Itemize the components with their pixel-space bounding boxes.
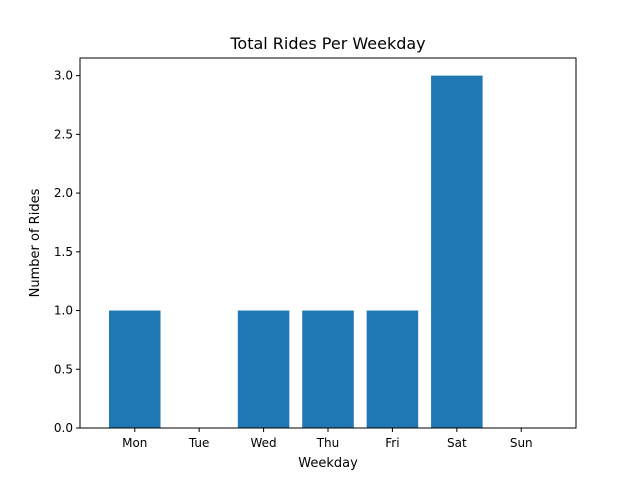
y-tick-label: 1.5	[54, 245, 73, 259]
y-tick-label: 2.0	[54, 186, 73, 200]
y-tick-label: 0.5	[54, 362, 73, 376]
x-tick-label-sat: Sat	[447, 436, 467, 450]
y-axis-label: Number of Rides	[28, 188, 43, 297]
x-tick-label-fri: Fri	[385, 436, 399, 450]
y-tick-label: 2.5	[54, 127, 73, 141]
y-tick-label: 0.0	[54, 421, 73, 435]
bar-wed	[237, 310, 290, 428]
x-tick-label-wed: Wed	[250, 436, 276, 450]
x-tick-label-mon: Mon	[122, 436, 147, 450]
y-axis: 0.0 0.5 1.0 1.5 2.0 2.5 3.0	[54, 69, 80, 435]
y-tick-label: 1.0	[54, 304, 73, 318]
bars-group	[108, 75, 483, 428]
y-tick-label: 3.0	[54, 69, 73, 83]
x-tick-label-tue: Tue	[188, 436, 210, 450]
bar-sat	[431, 75, 483, 428]
x-tick-label-thu: Thu	[316, 436, 340, 450]
chart-title: Total Rides Per Weekday	[229, 34, 425, 53]
bar-fri	[366, 310, 419, 428]
x-axis: Mon Tue Wed Thu Fri Sat Sun	[122, 428, 533, 450]
bar-mon	[108, 310, 161, 428]
bar-thu	[302, 310, 354, 428]
x-axis-label: Weekday	[298, 456, 358, 471]
x-tick-label-sun: Sun	[510, 436, 533, 450]
